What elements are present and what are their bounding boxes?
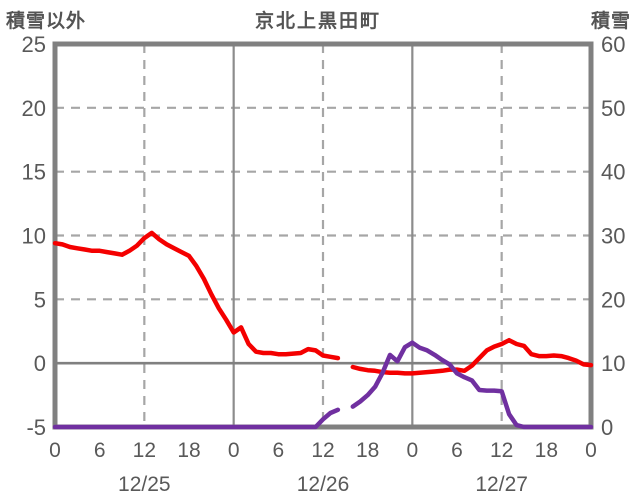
x-axis-hour-label: 0 [585,439,597,462]
x-axis-hour-label: 18 [177,439,200,462]
chart-title: 京北上黒田町 [254,10,381,32]
plot-border [52,41,594,430]
right-axis-tick-label: 0 [601,415,613,440]
series-line-purple-right-axis-series [52,407,341,430]
right-axis-tick-label: 10 [601,351,625,376]
left-axis-tick-label: 0 [34,351,46,376]
x-axis-hour-label: 18 [356,439,379,462]
left-axis-title: 積雪以外 [6,10,87,32]
x-axis-hour-label: 18 [535,439,558,462]
series-line-purple-right-axis-series [350,340,594,430]
x-axis-hour-label: 12 [490,439,513,462]
left-axis-tick-label: 10 [22,224,46,249]
right-axis-title: 積雪 [590,10,631,32]
x-axis-hour-label: 12 [133,439,156,462]
right-axis-tick-label: 30 [601,224,625,249]
right-axis-tick-label: 60 [601,32,625,57]
series-line-red-left-axis-series [350,337,594,376]
left-axis-tick-label: 25 [22,32,46,57]
right-axis-tick-label: 40 [601,160,625,185]
left-axis-tick-label: -5 [26,415,46,440]
x-axis-hour-label: 6 [451,439,463,462]
x-axis-hour-label: 0 [406,439,418,462]
x-axis-hour-label: 6 [94,439,106,462]
x-axis-hour-label: 0 [228,439,240,462]
left-axis-tick-label: 5 [34,287,46,312]
x-axis-hour-label: 12 [311,439,334,462]
left-axis-tick-label: 15 [22,160,46,185]
left-axis-tick-label: 20 [22,96,46,121]
x-axis-hour-label: 0 [49,439,61,462]
x-axis-date-label: 12/26 [297,473,350,496]
right-axis-tick-label: 20 [601,287,625,312]
right-axis-tick-label: 50 [601,96,625,121]
x-axis-date-label: 12/27 [475,473,528,496]
series-line-red-left-axis-series [52,230,341,361]
x-axis-date-label: 12/25 [118,473,171,496]
x-axis-hour-label: 6 [272,439,284,462]
chart-header: 積雪以外 京北上黒田町 積雪 [0,6,636,32]
